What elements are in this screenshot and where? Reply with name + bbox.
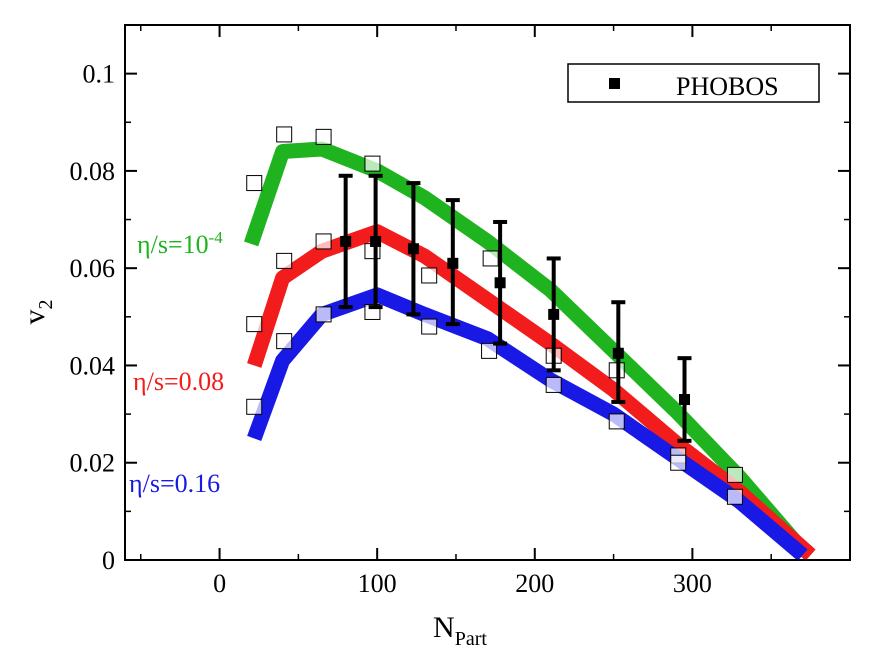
model-point — [315, 306, 332, 323]
model-point — [726, 466, 743, 483]
band-eta-s-0.16 — [247, 287, 808, 561]
x-axis: 0 100 200 300 — [140, 25, 851, 598]
legend: PHOBOS — [567, 63, 820, 103]
phobos-point — [494, 277, 506, 289]
phobos-data — [338, 173, 692, 443]
x-tick-label: 100 — [358, 569, 397, 598]
band-eta-s-1e-4 — [244, 141, 809, 556]
model-markers — [246, 126, 743, 505]
phobos-point — [447, 257, 459, 269]
model-point — [276, 333, 293, 350]
model-point — [421, 318, 438, 335]
model-bands — [244, 141, 816, 561]
y-tick-label: 0 — [102, 546, 115, 575]
band-eta-s-0.08 — [247, 224, 816, 561]
model-point — [364, 155, 381, 172]
phobos-point — [370, 235, 382, 247]
model-point — [276, 252, 293, 269]
x-axis-label: NPart — [433, 611, 487, 650]
x-tick-label: 0 — [213, 569, 226, 598]
y-tick-label: 0.08 — [70, 157, 116, 186]
y-tick-label: 0.06 — [70, 254, 116, 283]
phobos-point — [612, 347, 624, 359]
model-point — [246, 175, 263, 192]
model-point — [726, 488, 743, 505]
phobos-point — [407, 243, 419, 255]
series-label-eta-s-1e-4: η/s=10-4 — [137, 228, 223, 259]
model-point — [670, 454, 687, 471]
phobos-point — [679, 394, 691, 405]
model-point — [421, 267, 438, 284]
legend-marker — [609, 78, 620, 89]
model-point — [315, 128, 332, 145]
model-point — [545, 376, 562, 393]
phobos-point — [548, 308, 560, 320]
plot-frame — [124, 24, 851, 561]
series-label-eta-s-0.16: η/s=0.16 — [129, 469, 220, 498]
model-point — [246, 398, 263, 415]
model-point — [482, 250, 499, 267]
model-point — [246, 316, 263, 333]
y-tick-label: 0.04 — [70, 351, 116, 380]
y-axis-label: v2 — [18, 300, 57, 325]
phobos-point — [340, 235, 352, 247]
model-point — [276, 126, 293, 143]
model-point — [608, 413, 625, 430]
y-tick-label: 0.02 — [70, 449, 116, 478]
legend-label: PHOBOS — [676, 72, 779, 101]
model-point — [315, 233, 332, 250]
y-axis: 0 0.02 0.04 0.06 0.08 0.1 — [70, 60, 850, 575]
x-tick-label: 300 — [673, 569, 712, 598]
series-label-eta-s-0.08: η/s=0.08 — [133, 367, 224, 396]
model-point — [481, 342, 498, 359]
x-tick-label: 200 — [515, 569, 554, 598]
y-tick-label: 0.1 — [83, 60, 116, 89]
